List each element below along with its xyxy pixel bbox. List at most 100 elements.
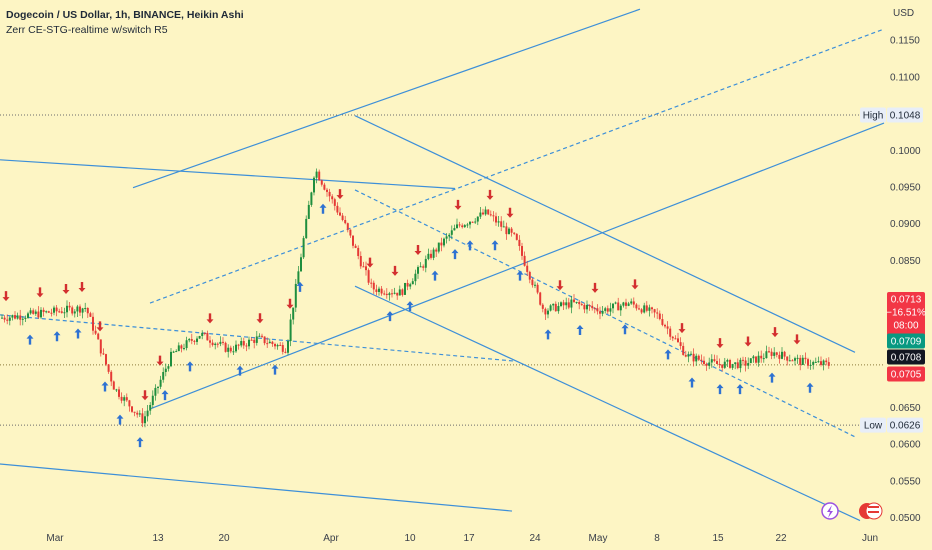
candle-body xyxy=(796,357,799,359)
symbol-title[interactable]: Dogecoin / US Dollar, 1h, BINANCE, Heiki… xyxy=(6,9,244,21)
candle-body xyxy=(352,235,354,246)
lightning-bolt-icon xyxy=(827,505,833,518)
candle-body xyxy=(151,395,154,406)
trendline-rising-mid[interactable] xyxy=(149,28,885,304)
candle-body xyxy=(471,221,474,223)
candle-body xyxy=(289,319,292,342)
candle-body xyxy=(180,345,183,349)
candle-body xyxy=(388,293,391,296)
sell-arrow-icon xyxy=(141,390,149,401)
candle-body xyxy=(339,212,341,216)
candle-body xyxy=(349,229,352,236)
candle-body xyxy=(528,271,531,280)
candle-body xyxy=(79,306,81,313)
candle-body xyxy=(271,341,274,345)
candle-body xyxy=(53,307,55,313)
low-label-box xyxy=(860,417,886,433)
sell-arrow-icon xyxy=(744,336,752,347)
candle-body xyxy=(385,293,388,296)
tag-0709: 0.0709 xyxy=(891,337,922,348)
candle-body xyxy=(154,387,157,396)
sell-arrow-icon xyxy=(414,245,422,256)
x-tick-label: 22 xyxy=(775,533,787,544)
change-percent: −16.51% xyxy=(886,308,926,319)
trendline-falling-mid[interactable] xyxy=(354,189,856,438)
candle-body xyxy=(133,411,136,413)
candle-body xyxy=(274,344,276,347)
candle-body xyxy=(183,348,185,350)
x-tick-label: 15 xyxy=(712,533,724,544)
candle-body xyxy=(825,360,828,363)
sell-arrow-icon xyxy=(336,189,344,200)
trendline-falling-lower[interactable] xyxy=(354,285,861,522)
candle-body xyxy=(461,225,464,228)
candle-body xyxy=(430,253,432,258)
sell-arrow-icon xyxy=(631,279,639,290)
buy-arrow-icon xyxy=(576,325,584,336)
trendline-falling-upper[interactable] xyxy=(354,115,856,353)
candle-body xyxy=(591,305,594,309)
candle-body xyxy=(440,242,443,246)
sell-arrow-icon xyxy=(556,280,564,291)
candle-body xyxy=(175,351,178,353)
candle-body xyxy=(42,309,45,313)
candle-body xyxy=(162,372,165,380)
candle-body xyxy=(89,313,92,317)
candle-body xyxy=(619,305,622,311)
trendline-channel-1-lower[interactable] xyxy=(0,314,516,362)
candle-body xyxy=(346,223,349,230)
candle-body xyxy=(570,299,573,308)
candle-body xyxy=(804,357,807,360)
candle-body xyxy=(690,353,692,355)
candle-body xyxy=(172,351,175,353)
candle-body xyxy=(263,336,266,344)
candle-body xyxy=(679,342,682,346)
candle-body xyxy=(827,362,830,366)
trendline-rising-upper[interactable] xyxy=(132,8,641,189)
candle-body xyxy=(112,381,115,390)
candle-body xyxy=(752,356,755,359)
candle-body xyxy=(406,282,409,287)
candle-body xyxy=(549,305,552,311)
candle-body xyxy=(749,358,752,364)
candle-body xyxy=(120,396,123,401)
candle-body xyxy=(742,359,744,361)
candle-body xyxy=(250,339,253,341)
trendline-lower-channel[interactable] xyxy=(0,463,513,512)
candle-body xyxy=(560,302,562,306)
candle-body xyxy=(328,191,331,197)
candle-body xyxy=(146,410,149,417)
y-tick-label: 0.0500 xyxy=(890,513,921,524)
candle-body xyxy=(497,221,500,223)
candle-body xyxy=(398,289,401,296)
candle-body xyxy=(370,282,373,284)
candle-body xyxy=(492,215,495,217)
candle-body xyxy=(14,315,16,319)
candle-body xyxy=(781,351,783,359)
candle-body xyxy=(445,236,448,239)
candle-body xyxy=(159,379,162,387)
candle-body xyxy=(302,238,305,258)
candle-body xyxy=(27,313,29,318)
y-tick-label: 0.0850 xyxy=(890,256,921,267)
candle-body xyxy=(331,196,334,200)
y-tick-label: 0.0900 xyxy=(890,219,921,230)
candle-body xyxy=(102,353,105,355)
candle-body xyxy=(632,301,635,305)
sell-arrow-icon xyxy=(256,313,264,324)
candle-body xyxy=(705,364,708,366)
buy-arrow-icon xyxy=(621,324,629,335)
candle-body xyxy=(427,253,430,259)
trendline-channel-1-upper[interactable] xyxy=(0,159,456,190)
candle-body xyxy=(599,311,601,314)
candle-body xyxy=(84,307,87,309)
buy-arrow-icon xyxy=(768,372,776,383)
low-value-box xyxy=(887,417,923,433)
flag-stripe xyxy=(868,511,879,513)
indicator-title[interactable]: Zerr CE-STG-realtime w/switch R5 xyxy=(6,24,168,36)
buy-arrow-icon xyxy=(53,331,61,342)
low-label: Low xyxy=(864,421,883,432)
candle-body xyxy=(765,351,768,359)
trendline-rising-lower[interactable] xyxy=(149,122,885,410)
